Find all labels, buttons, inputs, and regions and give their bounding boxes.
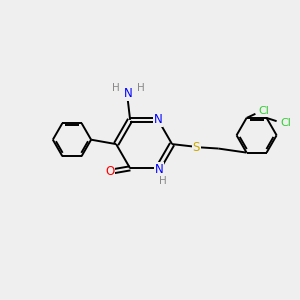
Text: O: O: [105, 165, 114, 178]
Text: N: N: [154, 113, 163, 126]
Text: H: H: [137, 83, 145, 93]
Text: H: H: [112, 83, 120, 93]
Text: Cl: Cl: [259, 106, 270, 116]
Text: H: H: [159, 176, 167, 186]
Text: Cl: Cl: [280, 118, 291, 128]
Text: S: S: [193, 141, 200, 154]
Text: N: N: [124, 87, 133, 100]
Text: N: N: [154, 163, 164, 176]
